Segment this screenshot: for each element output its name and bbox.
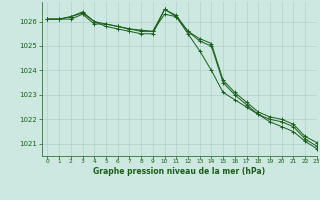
X-axis label: Graphe pression niveau de la mer (hPa): Graphe pression niveau de la mer (hPa) <box>93 167 265 176</box>
